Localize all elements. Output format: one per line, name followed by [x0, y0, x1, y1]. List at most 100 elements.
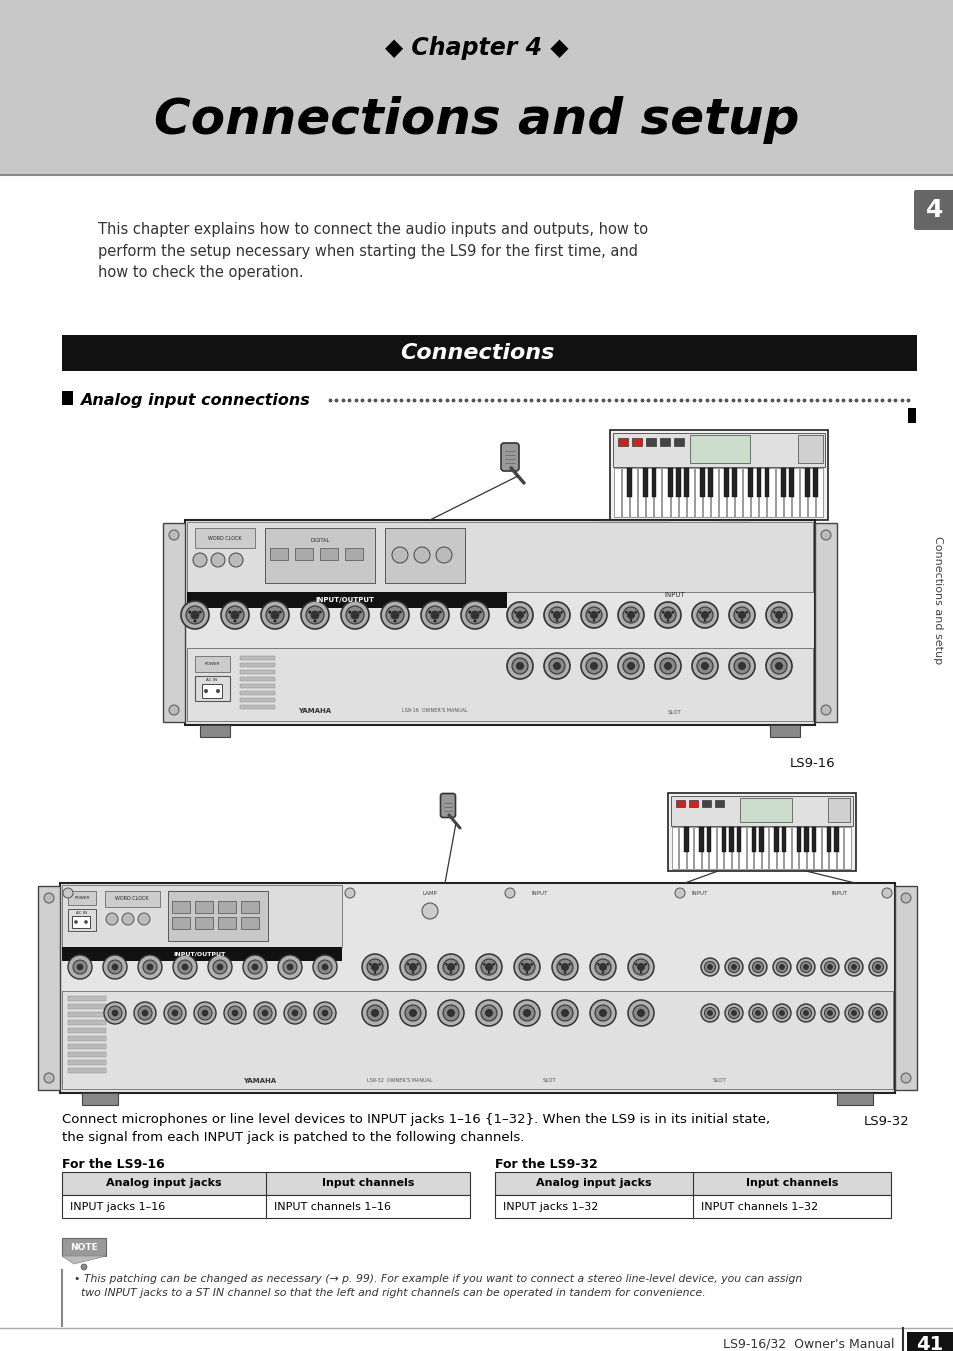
Bar [385, 528, 464, 584]
Circle shape [724, 1004, 742, 1021]
Bar [38, 886, 60, 1090]
Bar [717, 827, 722, 869]
Bar [187, 521, 812, 592]
Bar [894, 886, 916, 1090]
Bar [799, 467, 806, 517]
Circle shape [361, 954, 388, 979]
Circle shape [580, 603, 606, 628]
Circle shape [664, 612, 671, 619]
Circle shape [872, 1008, 882, 1019]
Text: POWER: POWER [74, 896, 90, 900]
Bar [168, 892, 268, 942]
Bar [495, 1173, 890, 1196]
Circle shape [624, 611, 627, 613]
Circle shape [233, 620, 236, 623]
Bar [812, 467, 817, 497]
Circle shape [708, 611, 710, 613]
Circle shape [563, 971, 566, 974]
Circle shape [755, 965, 760, 970]
Circle shape [371, 963, 378, 970]
Circle shape [405, 959, 420, 975]
Circle shape [182, 965, 188, 970]
Circle shape [776, 1008, 786, 1019]
Bar [240, 684, 274, 688]
Bar [821, 827, 827, 869]
Circle shape [138, 913, 150, 925]
Circle shape [449, 971, 452, 974]
Circle shape [802, 1011, 807, 1016]
Circle shape [409, 1009, 416, 1016]
Circle shape [211, 553, 225, 567]
Circle shape [826, 1011, 832, 1016]
Circle shape [188, 611, 192, 613]
Circle shape [514, 954, 539, 979]
Circle shape [436, 547, 452, 563]
Circle shape [274, 620, 276, 623]
Bar [759, 467, 765, 517]
Bar [701, 827, 708, 869]
Bar [638, 467, 644, 517]
Bar [241, 917, 258, 929]
Circle shape [433, 620, 436, 623]
Circle shape [181, 601, 209, 630]
Bar [68, 1061, 106, 1065]
Circle shape [311, 611, 318, 619]
Circle shape [322, 965, 328, 970]
Circle shape [740, 619, 742, 621]
Circle shape [755, 1011, 760, 1016]
Circle shape [543, 603, 569, 628]
Circle shape [292, 1011, 297, 1016]
Bar [679, 827, 685, 869]
Circle shape [637, 1009, 644, 1016]
Circle shape [358, 611, 361, 613]
Circle shape [420, 601, 449, 630]
Circle shape [598, 963, 606, 970]
Circle shape [691, 653, 718, 680]
Circle shape [288, 1006, 302, 1020]
Circle shape [752, 962, 762, 973]
Bar [659, 438, 669, 446]
Circle shape [826, 965, 832, 970]
Bar [62, 1196, 470, 1219]
Circle shape [465, 607, 483, 624]
Circle shape [414, 547, 430, 563]
Circle shape [568, 963, 571, 966]
Bar [68, 1028, 106, 1034]
Circle shape [731, 965, 736, 970]
Bar [609, 430, 827, 520]
Circle shape [172, 1011, 178, 1016]
Circle shape [460, 601, 489, 630]
Bar [804, 467, 809, 497]
Circle shape [213, 961, 227, 974]
Circle shape [900, 893, 910, 902]
Circle shape [868, 958, 886, 975]
Circle shape [63, 888, 73, 898]
Bar [774, 827, 778, 852]
Circle shape [697, 658, 712, 674]
Circle shape [733, 607, 749, 623]
Circle shape [633, 1005, 648, 1021]
Circle shape [543, 653, 569, 680]
Bar [678, 467, 685, 517]
Circle shape [317, 961, 332, 974]
Circle shape [208, 955, 232, 979]
Circle shape [659, 607, 676, 623]
Bar [686, 827, 693, 869]
Circle shape [589, 1000, 616, 1025]
Text: SLOT: SLOT [713, 1078, 726, 1084]
Bar [686, 467, 693, 517]
Bar [806, 827, 813, 869]
Circle shape [447, 963, 454, 970]
Circle shape [361, 1000, 388, 1025]
Circle shape [369, 963, 371, 966]
Bar [827, 798, 849, 821]
Circle shape [468, 611, 471, 613]
Text: For the LS9-32: For the LS9-32 [495, 1158, 598, 1171]
Circle shape [800, 962, 811, 973]
Circle shape [728, 603, 754, 628]
Bar [675, 467, 679, 497]
Circle shape [627, 1000, 654, 1025]
Circle shape [728, 1008, 739, 1019]
Circle shape [407, 963, 409, 966]
Bar [172, 901, 190, 913]
